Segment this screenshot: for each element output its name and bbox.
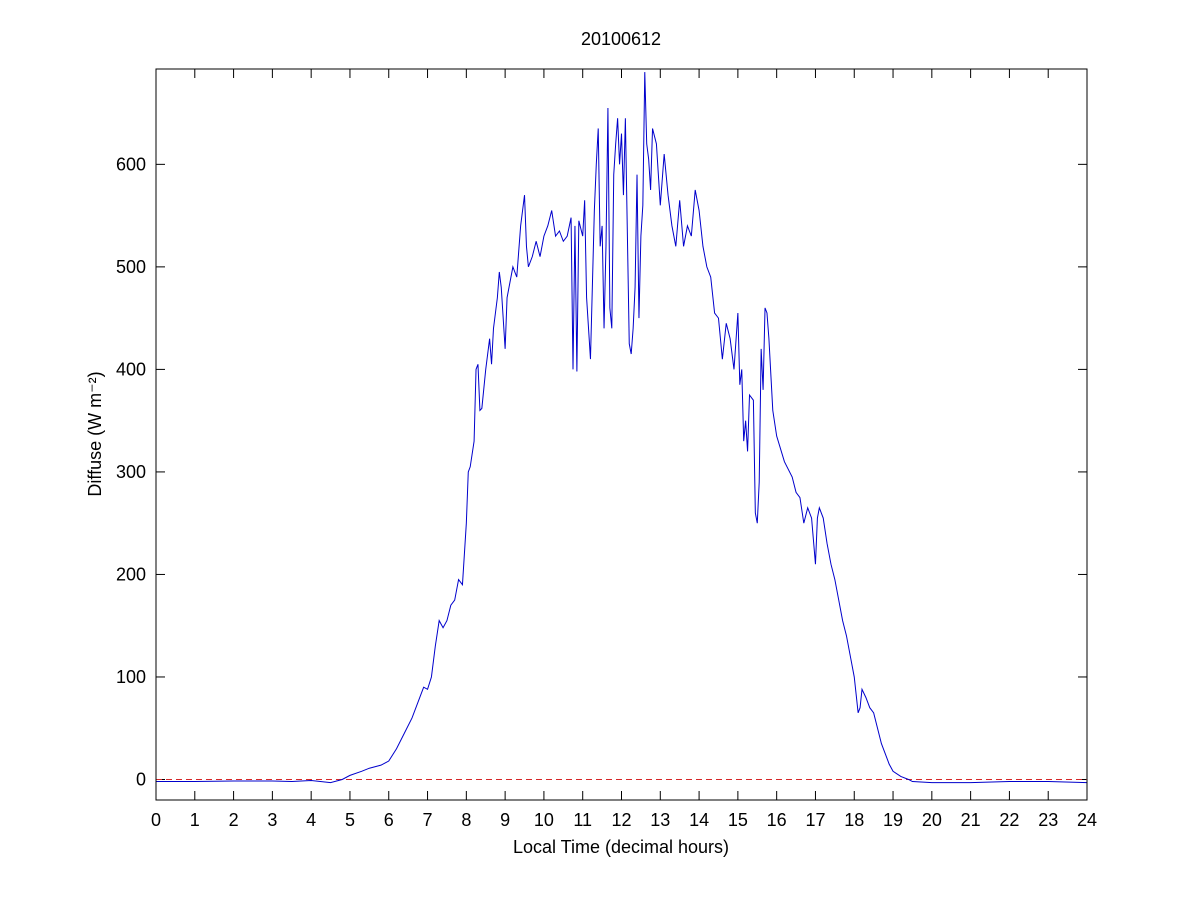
x-tick-label: 23	[1038, 810, 1058, 830]
x-tick-label: 17	[805, 810, 825, 830]
chart-title: 20100612	[581, 29, 661, 49]
x-tick-label: 21	[961, 810, 981, 830]
x-tick-label: 9	[500, 810, 510, 830]
x-tick-label: 5	[345, 810, 355, 830]
x-tick-label: 10	[534, 810, 554, 830]
y-tick-label: 300	[116, 462, 146, 482]
y-tick-label: 500	[116, 257, 146, 277]
y-tick-label: 100	[116, 667, 146, 687]
x-tick-label: 6	[384, 810, 394, 830]
x-tick-label: 24	[1077, 810, 1097, 830]
x-tick-label: 8	[461, 810, 471, 830]
data-line	[156, 72, 1088, 784]
plot-frame	[155, 68, 1088, 801]
x-tick-label: 4	[306, 810, 316, 830]
x-tick-label: 20	[922, 810, 942, 830]
x-tick-label: 16	[767, 810, 787, 830]
x-tick-label: 18	[844, 810, 864, 830]
x-tick-label: 7	[423, 810, 433, 830]
x-tick-label: 13	[650, 810, 670, 830]
x-tick-label: 15	[728, 810, 748, 830]
y-tick-label: 400	[116, 359, 146, 379]
x-tick-label: 3	[267, 810, 277, 830]
x-tick-label: 19	[883, 810, 903, 830]
x-tick-label: 14	[689, 810, 709, 830]
x-tick-label: 0	[151, 810, 161, 830]
x-tick-label: 22	[999, 810, 1019, 830]
y-tick-label: 0	[136, 769, 146, 789]
y-tick-label: 200	[116, 564, 146, 584]
x-tick-label: 11	[573, 810, 592, 830]
x-tick-label: 12	[611, 810, 631, 830]
y-axis-label: Diffuse (W m⁻²)	[85, 371, 105, 496]
x-axis-label: Local Time (decimal hours)	[513, 837, 729, 857]
x-tick-label: 2	[229, 810, 239, 830]
y-tick-label: 600	[116, 154, 146, 174]
x-tick-label: 1	[190, 810, 200, 830]
